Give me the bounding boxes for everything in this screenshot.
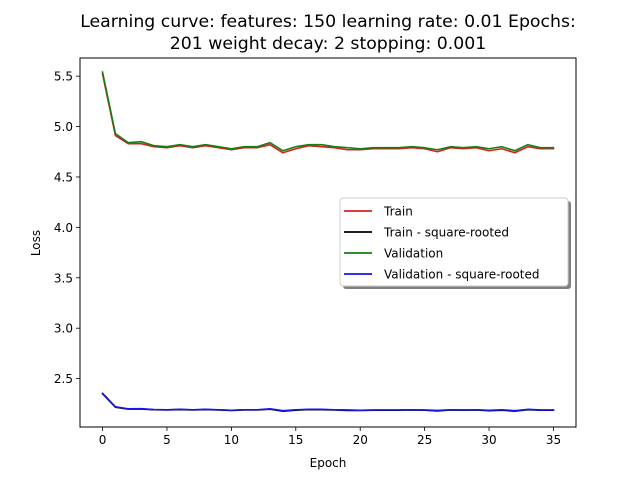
y-axis-label: Loss — [29, 230, 43, 256]
y-tick-label: 5.0 — [54, 120, 73, 134]
x-tick-label: 0 — [99, 433, 107, 447]
legend-label: Train - square-rooted — [383, 226, 509, 240]
series-line-3 — [101, 392, 555, 412]
y-tick-label: 4.5 — [54, 170, 73, 184]
legend-label: Validation — [384, 247, 443, 261]
x-axis-ticks: 0 5 10 15 20 25 30 35 — [99, 427, 561, 447]
y-tick-label: 4.0 — [54, 221, 73, 235]
series-line-0 — [101, 73, 555, 154]
legend: Train Train - square-rooted Validation Vali… — [339, 197, 571, 289]
chart-title-line-1: Learning curve: features: 150 learning r… — [80, 12, 576, 32]
y-axis-ticks: 2.5 3.0 3.5 4.0 4.5 5.0 5.5 — [54, 70, 80, 386]
y-tick-label: 2.5 — [54, 372, 73, 386]
chart-title-line-2: 201 weight decay: 2 stopping: 0.001 — [170, 34, 487, 54]
legend-label: Validation - square-rooted — [384, 268, 539, 282]
x-tick-label: 35 — [546, 433, 561, 447]
legend-label: Train — [383, 205, 413, 219]
x-tick-label: 5 — [163, 433, 171, 447]
x-tick-label: 30 — [481, 433, 496, 447]
series-layer — [101, 71, 555, 412]
series-line-2 — [101, 71, 555, 152]
legend-box — [339, 197, 569, 287]
plot-frame — [79, 57, 577, 428]
y-tick-label: 3.5 — [54, 271, 73, 285]
x-tick-label: 15 — [288, 433, 303, 447]
x-tick-label: 10 — [224, 433, 239, 447]
x-tick-label: 25 — [417, 433, 432, 447]
y-tick-label: 5.5 — [54, 70, 73, 84]
x-axis-label: Epoch — [310, 456, 347, 470]
y-tick-label: 3.0 — [54, 322, 73, 336]
x-tick-label: 20 — [353, 433, 368, 447]
